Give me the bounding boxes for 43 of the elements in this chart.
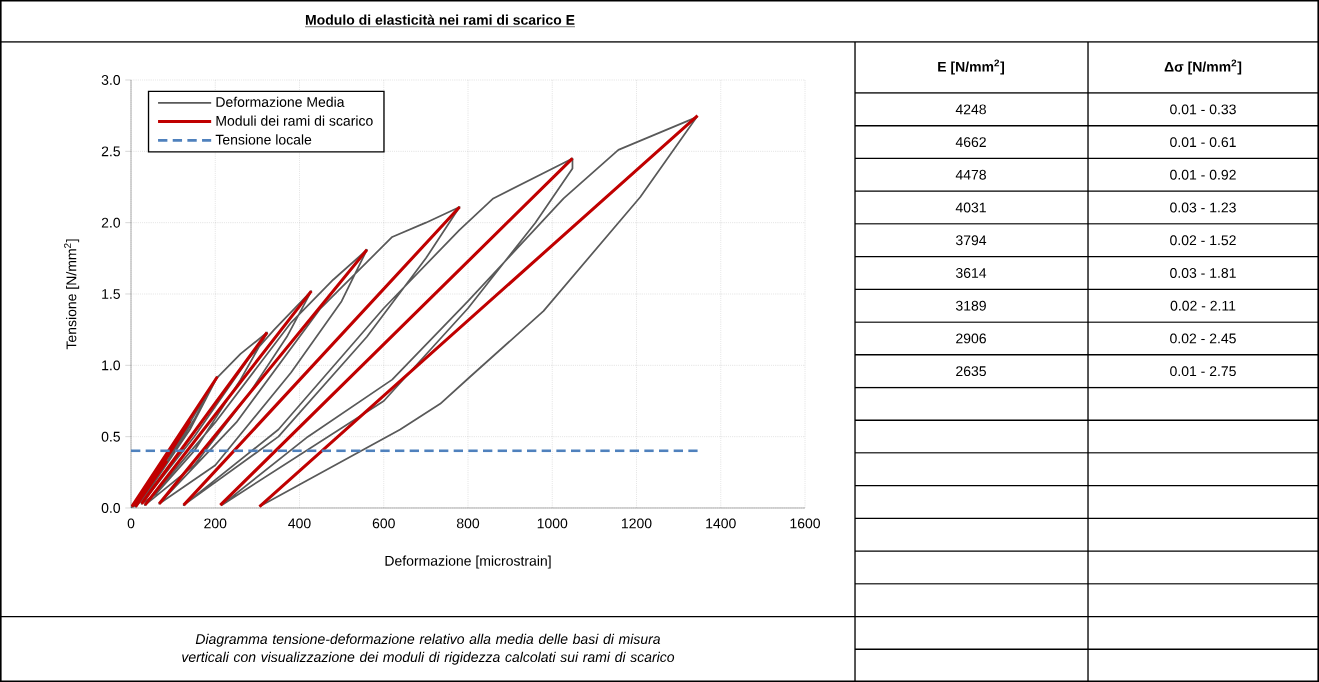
- text: 0.02 - 2.11: [1170, 300, 1236, 311]
- text: 0.01 - 0.61: [1170, 137, 1236, 148]
- x-tick-label: 600: [372, 518, 395, 529]
- text: 4662: [955, 137, 986, 148]
- text: Δσ [N/mm$^{2}$]: [1164, 59, 1242, 75]
- text: 3189: [955, 300, 986, 311]
- text: 0.02 - 2.45: [1170, 333, 1236, 344]
- text: 0.01 - 0.92: [1170, 169, 1236, 180]
- y-tick-label: 0.0: [101, 503, 121, 513]
- y-tick-label: 3.0: [101, 75, 121, 85]
- text: 0.03 - 1.81: [1170, 268, 1236, 278]
- y-tick-label: 0.5: [101, 431, 121, 442]
- y-tick-label: 2.5: [101, 146, 121, 157]
- x-tick-label: 800: [456, 518, 480, 529]
- x-axis-title: Deformazione [microstrain]: [385, 555, 551, 569]
- text: 0.02 - 1.52: [1170, 235, 1236, 246]
- legend-label: Deformazione Media: [216, 96, 345, 107]
- x-tick-label: 1000: [537, 518, 568, 529]
- x-tick-label: 1600: [790, 518, 821, 529]
- text: 0.01 - 0.33: [1170, 104, 1236, 115]
- text: 2635: [956, 366, 986, 377]
- y-axis-title: Tensione [N/mm$^{2}$]: [64, 239, 80, 350]
- text: 2906: [956, 333, 986, 344]
- x-tick-label: 1200: [622, 518, 652, 529]
- chart-title: Modulo di elasticità nei rami di scarico E: [305, 14, 575, 25]
- x-tick-label: 400: [288, 518, 311, 529]
- legend-label: Moduli dei rami di scarico: [216, 115, 373, 126]
- y-tick-label: 1.0: [102, 360, 121, 371]
- y-tick-label: 1.5: [102, 289, 121, 299]
- legend-label: Tensione locale: [215, 134, 312, 145]
- x-tick-label: 1400: [706, 518, 736, 529]
- text: 3614: [955, 268, 987, 278]
- text: 4478: [955, 169, 986, 180]
- x-tick-label: 0: [127, 518, 135, 529]
- y-tick-label: 2.0: [101, 217, 121, 228]
- text: E [N/mm$^{2}$]: [938, 59, 1004, 75]
- text: 0.03 - 1.23: [1170, 202, 1236, 213]
- text: 4248: [955, 104, 986, 115]
- text: Diagramma tensione-deformazione relativo alla media delle basi di misura verticali con visualizzazione dei moduli di rigidezza calcolati sui rami di scarico: [182, 633, 675, 665]
- text: 0.01 - 2.75: [1170, 366, 1236, 377]
- text: 4031: [955, 202, 986, 213]
- text: 3794: [955, 235, 987, 246]
- x-tick-label: 200: [204, 518, 227, 529]
